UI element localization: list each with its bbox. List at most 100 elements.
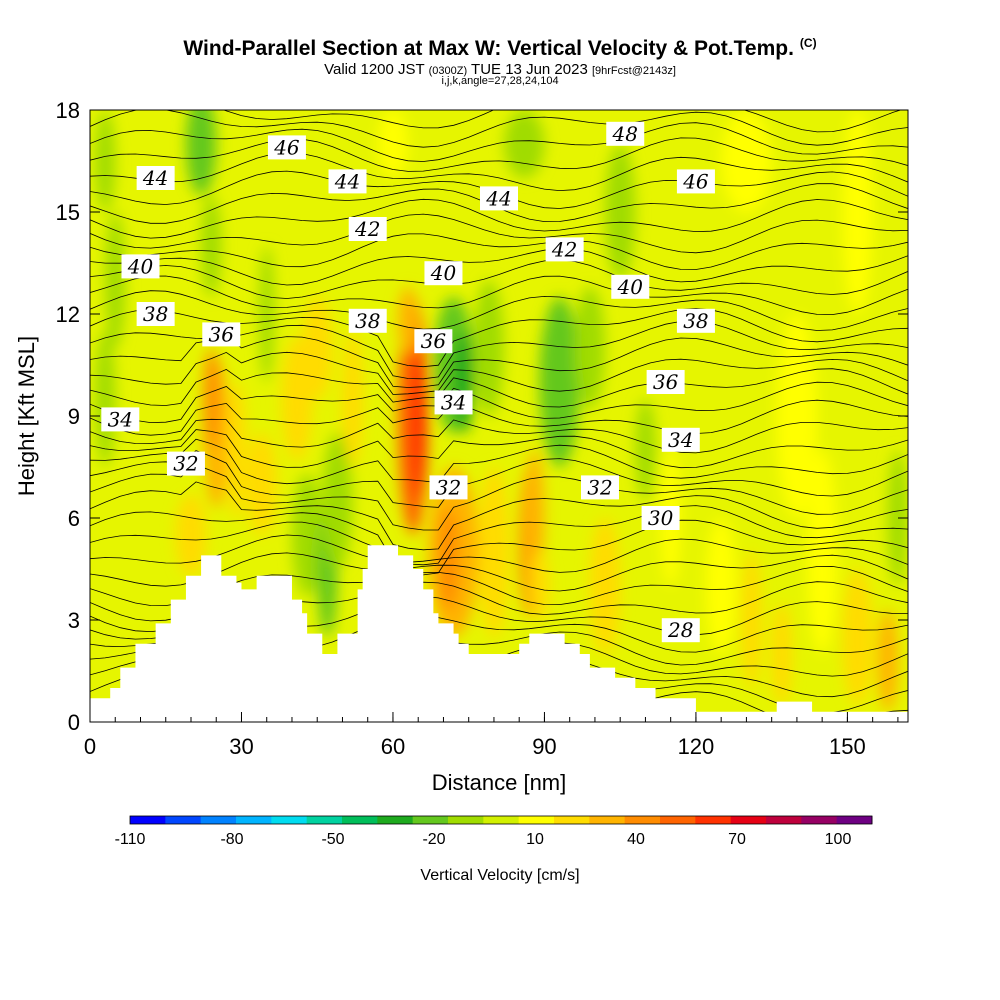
theta-label: 38 [355,309,380,333]
theta-label: 38 [683,309,708,333]
velocity-blob [185,110,217,195]
x-tick-label: 30 [229,734,253,759]
theta-contour-line [222,110,902,133]
theta-label-box [348,217,387,241]
theta-contour-line [90,275,908,316]
colorbar-swatch [730,816,767,824]
theta-contour-line [90,152,908,192]
theta-label-box [676,308,715,333]
theta-contour-line [90,464,908,531]
colorbar-tick-label: 100 [825,831,852,848]
velocity-blob [95,110,116,212]
theta-label: 30 [648,506,674,530]
velocity-blob [842,110,873,314]
velocity-blob [574,286,606,410]
colorbar-swatch [624,816,661,824]
colorbar-tick-label: -20 [422,831,445,848]
velocity-blob [201,195,222,297]
theta-label: 32 [173,452,198,476]
velocity-blob [635,399,656,501]
theta-contour-line [90,137,908,172]
velocity-blob [887,450,908,586]
colorbar-tick-label: 10 [526,831,544,848]
theta-label-box [661,427,700,452]
colorbar-swatch [766,816,802,824]
velocity-blob [478,467,510,637]
theta-label: 36 [653,370,679,394]
velocity-blob [95,331,116,467]
velocity-blob [741,552,762,688]
theta-label: 42 [551,237,577,261]
theta-label: 40 [127,254,154,278]
theta-contour-line [90,259,908,299]
colorbar-tick-label: -80 [220,831,243,848]
theta-label: 40 [617,275,644,299]
velocity-blob [342,331,363,467]
y-tick-label: 12 [56,302,80,327]
theta-label-box [545,237,584,262]
theta-contour-line [90,552,908,592]
theta-label: 32 [587,475,612,499]
theta-label: 40 [430,261,457,285]
theta-label: 44 [485,186,511,210]
colorbar: -110 -80 -50 -20 10 40 70 100 [115,815,873,848]
theta-label: 34 [441,390,466,414]
velocity-blob [771,603,792,705]
chart-title-text: Wind-Parallel Section at Max W: Vertical… [183,37,794,60]
colorbar-swatch [836,816,873,824]
theta-label-box [661,618,700,643]
theta-label: 36 [209,322,235,346]
y-tick-label: 18 [56,98,80,123]
theta-label-box [646,370,685,394]
theta-contour-line [90,351,908,395]
velocity-blob [706,518,737,654]
y-tick-label: 6 [68,506,80,531]
velocity-blob [721,110,772,212]
colorbar-swatch [130,816,166,824]
theta-contour-line [90,534,908,573]
velocity-blob [605,144,636,280]
colorbar-swatch [342,816,378,824]
chart-title: Wind-Parallel Section at Max W: Vertical… [0,36,1000,61]
theta-label-box [136,302,175,326]
x-axis-label: Distance [nm] [432,770,567,795]
theta-label-box [101,407,140,432]
theta-contour-line [90,481,908,551]
theta-label-box [580,475,619,500]
copyright-mark: (C) [799,36,817,50]
theta-label: 38 [143,302,168,326]
colorbar-tick-label: -110 [115,831,146,848]
colorbar-swatch [660,816,696,824]
colorbar-swatch [695,816,732,824]
theta-label-box [480,186,518,211]
theta-contour-line [90,368,908,408]
theta-label: 34 [668,428,693,452]
theta-contour-line [90,198,908,239]
theta-contour-line [90,418,908,454]
colorbar-swatch [236,816,272,824]
theta-contour-line [90,519,908,576]
velocity-blob [226,382,247,518]
theta-label: 34 [108,407,133,431]
colorbar-tick-label: 70 [728,831,746,848]
colorbar-swatch [448,816,484,824]
theta-label-box [414,329,453,354]
theta-label-box [328,169,367,194]
velocity-blob [410,348,427,498]
colorbar-tick-label: -50 [321,831,344,848]
theta-contour-line [90,290,908,331]
x-tick-label: 150 [829,734,866,759]
theta-label: 44 [334,169,360,193]
colorbar-swatch [200,816,237,824]
y-tick-label: 0 [68,710,80,735]
velocity-blob [589,518,621,654]
colorbar-label: Vertical Velocity [cm/s] [420,867,579,884]
colorbar-swatch [271,816,308,824]
x-tick-label: 90 [532,734,556,759]
colorbar-swatch [377,816,414,824]
theta-label-box [641,506,680,530]
valid-date: TUE 13 Jun 2023 [471,61,588,78]
velocity-blob [302,297,333,399]
